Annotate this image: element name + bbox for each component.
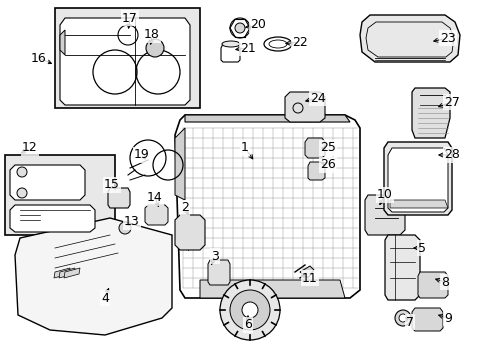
Circle shape xyxy=(398,314,406,322)
Polygon shape xyxy=(10,205,95,232)
Polygon shape xyxy=(175,215,204,250)
Text: 22: 22 xyxy=(291,36,307,49)
Text: 21: 21 xyxy=(240,41,255,54)
Polygon shape xyxy=(175,115,359,298)
Polygon shape xyxy=(389,200,447,208)
Polygon shape xyxy=(60,18,190,105)
Polygon shape xyxy=(411,88,449,138)
Circle shape xyxy=(17,167,27,177)
Text: 18: 18 xyxy=(144,28,160,41)
Text: 20: 20 xyxy=(249,18,265,31)
Polygon shape xyxy=(15,218,172,335)
Polygon shape xyxy=(307,162,325,180)
Text: 10: 10 xyxy=(376,189,392,202)
Text: 25: 25 xyxy=(320,141,335,154)
Text: 23: 23 xyxy=(439,31,455,45)
Circle shape xyxy=(242,302,258,318)
Text: 7: 7 xyxy=(405,315,413,328)
Text: 16: 16 xyxy=(31,51,47,64)
Polygon shape xyxy=(417,272,447,298)
Bar xyxy=(5,155,115,235)
Circle shape xyxy=(229,290,269,330)
Text: 28: 28 xyxy=(443,148,459,162)
Bar xyxy=(55,8,200,108)
Circle shape xyxy=(220,280,280,340)
Polygon shape xyxy=(387,148,447,212)
Text: 5: 5 xyxy=(417,242,425,255)
Text: 27: 27 xyxy=(443,95,459,108)
Text: 11: 11 xyxy=(302,271,317,284)
Polygon shape xyxy=(384,235,419,300)
Polygon shape xyxy=(64,268,80,278)
Circle shape xyxy=(394,310,410,326)
Circle shape xyxy=(17,188,27,198)
Circle shape xyxy=(119,222,131,234)
Text: 1: 1 xyxy=(241,141,248,154)
Text: 9: 9 xyxy=(443,311,451,324)
Polygon shape xyxy=(299,266,313,278)
Polygon shape xyxy=(200,280,345,298)
Polygon shape xyxy=(221,44,240,62)
Polygon shape xyxy=(207,260,229,285)
Polygon shape xyxy=(285,92,325,122)
Text: 8: 8 xyxy=(440,275,448,288)
Text: 15: 15 xyxy=(104,179,120,192)
Polygon shape xyxy=(54,268,70,278)
Polygon shape xyxy=(60,30,65,55)
Text: 12: 12 xyxy=(22,141,38,154)
Text: 3: 3 xyxy=(211,249,219,262)
Polygon shape xyxy=(10,165,85,200)
Text: 19: 19 xyxy=(134,148,149,162)
Text: 26: 26 xyxy=(320,158,335,171)
Text: 4: 4 xyxy=(101,292,109,305)
Polygon shape xyxy=(59,268,75,278)
Polygon shape xyxy=(184,115,349,122)
Polygon shape xyxy=(364,195,404,235)
Circle shape xyxy=(146,39,163,57)
Text: 14: 14 xyxy=(147,192,163,204)
Text: 13: 13 xyxy=(124,216,140,229)
Text: 17: 17 xyxy=(122,12,138,24)
Polygon shape xyxy=(145,205,168,225)
Circle shape xyxy=(235,23,244,33)
Polygon shape xyxy=(411,308,442,331)
Polygon shape xyxy=(175,128,184,200)
Polygon shape xyxy=(108,188,130,208)
Polygon shape xyxy=(383,142,451,215)
Text: 2: 2 xyxy=(181,202,188,215)
Text: 24: 24 xyxy=(309,91,325,104)
Ellipse shape xyxy=(222,41,240,47)
Polygon shape xyxy=(305,138,325,158)
Text: 6: 6 xyxy=(244,319,251,332)
Polygon shape xyxy=(359,15,459,62)
